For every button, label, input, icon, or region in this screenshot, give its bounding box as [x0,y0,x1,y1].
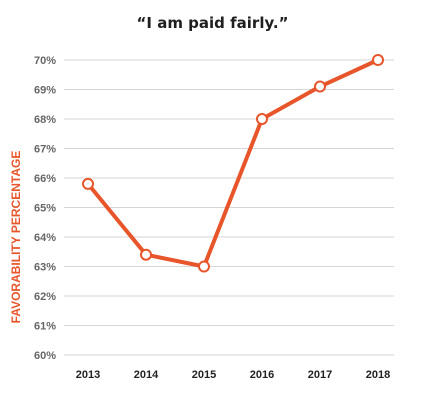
x-tick-label: 2016 [250,369,274,381]
x-tick-label: 2017 [308,369,332,381]
y-axis-label: FAVORABILITY PERCENTAGE [9,151,23,324]
series-line [86,58,380,269]
y-tick-label: 60% [34,350,56,362]
x-tick-label: 2014 [134,369,159,381]
data-points [82,54,384,273]
y-tick-label: 66% [34,173,56,185]
data-point [198,260,210,273]
y-tick-label: 70% [34,55,56,67]
y-tick-label: 63% [34,262,56,274]
y-tick-label: 62% [34,291,56,303]
y-tick-label: 69% [34,85,56,97]
x-tick-label: 2015 [192,369,216,381]
data-point [256,113,268,125]
y-axis-ticks: 60% 61% 62% 63% 64% 65% 66% 67% 68% 69% 70% [34,55,56,362]
data-point [140,248,152,261]
y-tick-label: 65% [34,203,56,215]
data-point [82,177,94,190]
chart-title: “I am paid fairly.” [136,14,289,32]
y-tick-label: 61% [34,321,56,333]
y-tick-label: 68% [34,114,56,126]
x-tick-label: 2018 [366,369,390,381]
data-point [372,54,384,66]
x-axis-ticks: 2013 2014 2015 2016 2017 2018 [76,369,390,381]
y-tick-label: 67% [34,144,56,156]
data-point [314,80,326,93]
series-line-group [86,58,380,269]
y-tick-label: 64% [34,232,56,244]
x-tick-label: 2013 [76,369,100,381]
